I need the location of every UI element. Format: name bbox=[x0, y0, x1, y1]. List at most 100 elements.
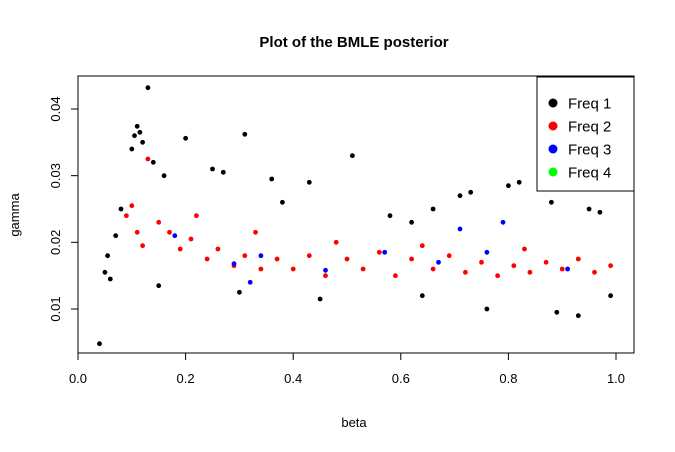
data-point bbox=[457, 226, 463, 232]
legend-marker bbox=[548, 167, 558, 177]
data-point bbox=[253, 229, 258, 235]
data-point bbox=[457, 193, 463, 199]
y-tick-label: 0.02 bbox=[48, 230, 63, 255]
data-point bbox=[511, 263, 517, 269]
data-point bbox=[554, 309, 560, 315]
data-point bbox=[323, 273, 328, 279]
points-layer bbox=[97, 85, 613, 347]
data-point bbox=[597, 209, 603, 215]
legend-label: Freq 1 bbox=[568, 96, 611, 113]
data-point bbox=[97, 341, 102, 347]
y-tick-label: 0.04 bbox=[48, 96, 63, 121]
data-point bbox=[409, 219, 414, 225]
data-point bbox=[145, 85, 151, 91]
data-point bbox=[409, 256, 414, 262]
data-point bbox=[231, 261, 237, 267]
y-axis-label: gamma bbox=[7, 193, 22, 237]
y-axis: 0.01 0.02 0.03 0.04 bbox=[48, 96, 79, 322]
data-point bbox=[430, 206, 436, 212]
data-point bbox=[258, 253, 264, 259]
data-point bbox=[430, 266, 436, 272]
data-point bbox=[306, 253, 312, 259]
data-point bbox=[258, 266, 264, 272]
x-axis-label: beta bbox=[341, 415, 367, 430]
data-point bbox=[156, 219, 162, 225]
data-point bbox=[124, 213, 129, 219]
data-point bbox=[172, 233, 178, 239]
data-point bbox=[608, 263, 613, 269]
data-point bbox=[592, 269, 597, 275]
series-1 bbox=[97, 85, 613, 347]
data-point bbox=[204, 256, 210, 262]
data-point bbox=[382, 249, 388, 255]
x-tick-label: 0.2 bbox=[177, 371, 195, 386]
data-point bbox=[479, 259, 484, 265]
data-point bbox=[468, 189, 474, 195]
data-point bbox=[575, 256, 581, 262]
data-point bbox=[113, 233, 119, 239]
data-point bbox=[446, 253, 452, 259]
data-point bbox=[102, 269, 108, 275]
data-point bbox=[105, 253, 110, 259]
data-point bbox=[575, 313, 581, 319]
x-tick-label: 1.0 bbox=[607, 371, 625, 386]
data-point bbox=[419, 293, 425, 299]
data-point bbox=[323, 267, 328, 273]
data-point bbox=[586, 206, 592, 212]
data-point bbox=[350, 153, 355, 159]
data-point bbox=[506, 183, 511, 189]
legend-marker bbox=[548, 98, 558, 108]
data-point bbox=[280, 199, 285, 205]
data-point bbox=[177, 246, 183, 252]
data-point bbox=[220, 169, 226, 175]
data-point bbox=[145, 156, 151, 162]
data-point bbox=[150, 159, 156, 165]
data-point bbox=[484, 306, 490, 312]
data-point bbox=[210, 166, 215, 172]
data-point bbox=[522, 246, 527, 252]
data-point bbox=[140, 139, 146, 145]
data-point bbox=[247, 279, 253, 285]
data-point bbox=[242, 131, 248, 137]
data-point bbox=[290, 266, 296, 272]
data-point bbox=[495, 273, 500, 279]
data-point bbox=[107, 276, 113, 282]
data-point bbox=[393, 273, 398, 279]
data-point bbox=[242, 253, 248, 259]
data-point bbox=[194, 213, 199, 219]
x-tick-label: 0.4 bbox=[284, 371, 302, 386]
data-point bbox=[387, 213, 393, 219]
data-point bbox=[344, 256, 350, 262]
data-point bbox=[129, 203, 135, 209]
data-point bbox=[516, 179, 522, 185]
legend-label: Freq 2 bbox=[568, 119, 611, 136]
data-point bbox=[183, 135, 189, 141]
legend-marker bbox=[548, 144, 558, 154]
y-tick-label: 0.03 bbox=[48, 163, 63, 188]
data-point bbox=[215, 246, 221, 252]
y-tick-label: 0.01 bbox=[48, 296, 63, 321]
data-point bbox=[360, 266, 366, 272]
data-point bbox=[161, 173, 167, 179]
legend-label: Freq 3 bbox=[568, 142, 611, 159]
data-point bbox=[484, 249, 490, 255]
series-3 bbox=[172, 219, 570, 285]
data-point bbox=[274, 256, 280, 262]
data-point bbox=[137, 129, 143, 135]
data-point bbox=[132, 133, 137, 139]
x-tick-label: 0.6 bbox=[392, 371, 410, 386]
x-tick-label: 0.8 bbox=[499, 371, 517, 386]
data-point bbox=[167, 229, 172, 235]
data-point bbox=[436, 259, 441, 265]
data-point bbox=[559, 266, 565, 272]
data-point bbox=[333, 239, 339, 245]
data-point bbox=[543, 259, 549, 265]
data-point bbox=[500, 219, 506, 225]
data-point bbox=[129, 146, 135, 152]
x-axis: 0.0 0.2 0.4 0.6 0.8 1.0 bbox=[69, 352, 625, 386]
x-tick-label: 0.0 bbox=[69, 371, 87, 386]
chart-title: Plot of the BMLE posterior bbox=[259, 34, 448, 51]
data-point bbox=[134, 123, 140, 129]
data-point bbox=[419, 243, 425, 249]
